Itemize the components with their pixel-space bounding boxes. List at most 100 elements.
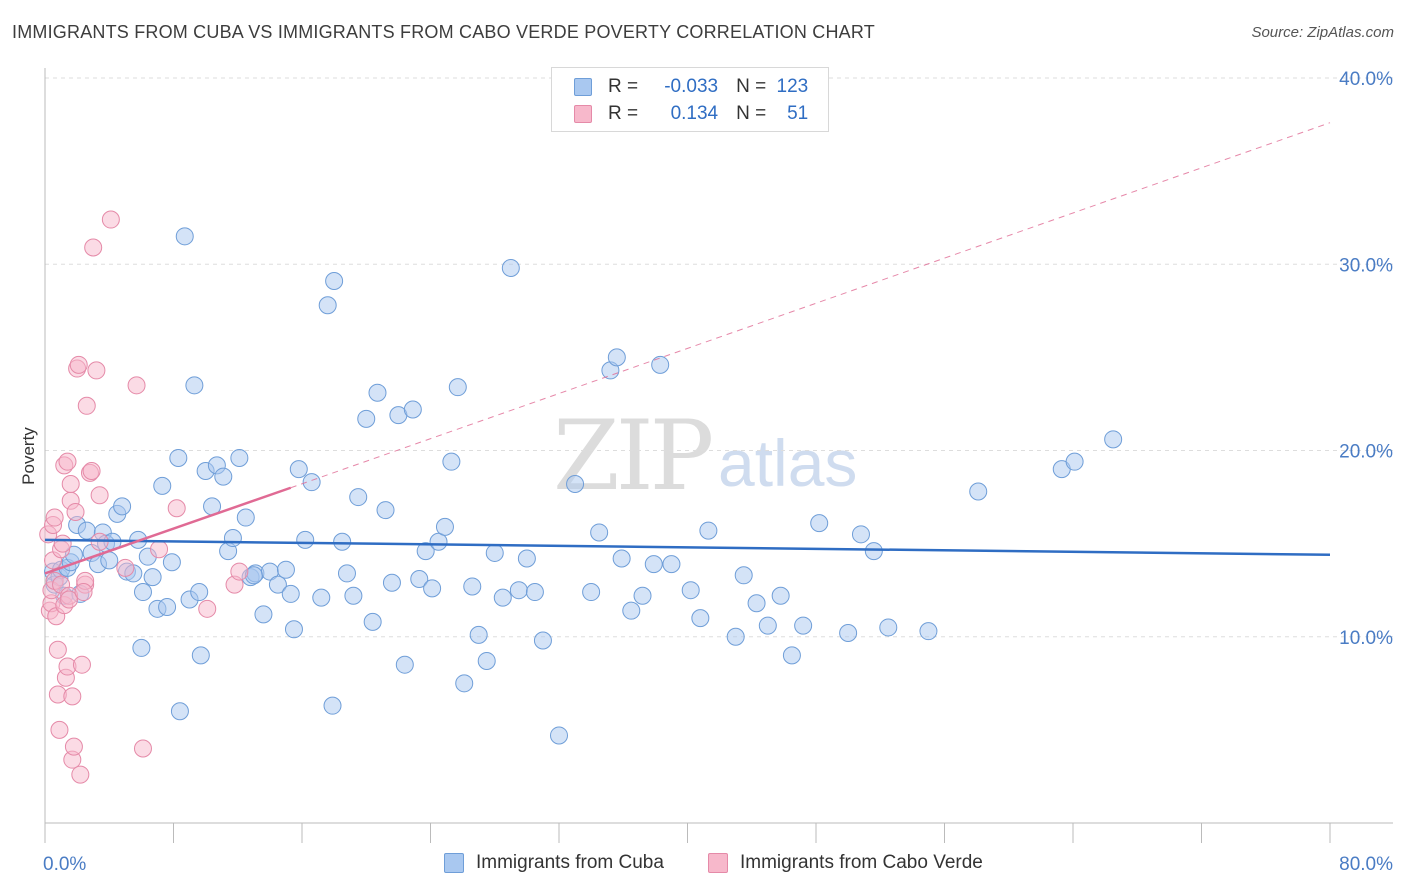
cuba-point [191, 646, 210, 665]
cuba-point [344, 586, 363, 605]
cabo-verde-point [127, 376, 146, 395]
cuba-point [839, 624, 858, 643]
cuba-point [442, 452, 461, 471]
cuba-point [726, 627, 745, 646]
r-label: R = [608, 76, 639, 97]
cuba-point [214, 467, 233, 486]
cuba-point [525, 583, 544, 602]
cuba-point [582, 583, 601, 602]
cabo-verde-legend-label: Immigrants from Cabo Verde [740, 852, 983, 873]
n-label: N = [736, 76, 767, 97]
y-axis-title: Poverty [19, 427, 38, 485]
cuba-point [349, 488, 368, 507]
cuba-point [296, 530, 315, 549]
cuba-points [44, 227, 1123, 745]
cuba-point [794, 616, 813, 635]
trend-lines [44, 122, 1331, 575]
cabo-verde-point [90, 486, 109, 505]
cabo-verde-point [60, 590, 79, 609]
n-value: 51 [787, 103, 809, 124]
cuba-point [758, 616, 777, 635]
cuba-point [403, 400, 422, 419]
cabo-verde-point [167, 499, 186, 518]
y-tick-label: 10.0% [1339, 628, 1393, 649]
n-value: 123 [776, 76, 809, 97]
cuba-point [416, 542, 435, 561]
watermark-atlas: atlas [718, 426, 858, 500]
cuba-point [879, 618, 898, 637]
axes [44, 68, 1393, 843]
cuba-point [469, 625, 488, 644]
cuba-point [133, 583, 152, 602]
cuba-point [132, 638, 151, 657]
axis-labels: 10.0% 20.0% 30.0% 40.0% 0.0% 80.0% Poverty [19, 69, 1393, 875]
correlation-legend: R = -0.033 N = 123 R = 0.134 N = 51 [551, 67, 829, 132]
cuba-point [254, 605, 273, 624]
cuba-point [509, 581, 528, 600]
cabo-verde-point [230, 562, 249, 581]
cabo-verde-point [87, 361, 106, 380]
cuba-point [448, 378, 467, 397]
cuba-legend-swatch [444, 853, 464, 873]
x-tick-label: 0.0% [43, 854, 86, 875]
cuba-point [284, 620, 303, 639]
cabo-verde-trend-line [44, 486, 292, 575]
cabo-verde-point [72, 655, 91, 674]
cuba-point [651, 355, 670, 374]
cabo-verde-point [84, 238, 103, 257]
cuba-point [185, 376, 204, 395]
cuba-point [969, 482, 988, 501]
cuba-point [236, 508, 255, 527]
cabo-verde-legend-swatch [708, 853, 728, 873]
cabo-verde-point [69, 355, 88, 374]
cuba-point [782, 646, 801, 665]
cuba-legend-label: Immigrants from Cuba [476, 852, 664, 873]
cabo-verde-point [77, 396, 96, 415]
legend-item-cabo-verde: Immigrants from Cabo Verde [708, 852, 983, 874]
cuba-point [633, 586, 652, 605]
cuba-point [455, 674, 474, 693]
cuba-point [281, 584, 300, 603]
cuba-point [312, 588, 331, 607]
cabo-verde-points [39, 210, 249, 784]
cuba-point [395, 655, 414, 674]
cuba-point [612, 549, 631, 568]
legend-row-cabo-verde: R = 0.134 N = 51 [574, 101, 808, 127]
cabo-verde-point [133, 739, 152, 758]
cuba-point [533, 631, 552, 650]
cabo-verde-point [58, 452, 77, 471]
cabo-verde-point [66, 502, 85, 521]
chart-title: IMMIGRANTS FROM CUBA VS IMMIGRANTS FROM … [12, 22, 875, 42]
cuba-point [691, 609, 710, 628]
cuba-point [302, 473, 321, 492]
cuba-point [607, 348, 626, 367]
cuba-trend-line [44, 538, 1331, 557]
cabo-verde-point [53, 534, 72, 553]
source-credit: Source: ZipAtlas.com [1251, 24, 1394, 41]
y-tick-label: 30.0% [1339, 255, 1393, 276]
cuba-point [190, 583, 209, 602]
cuba-swatch [574, 78, 592, 96]
cuba-point [158, 597, 177, 616]
cuba-point [289, 460, 308, 479]
cuba-point [566, 475, 585, 494]
cuba-point [493, 588, 512, 607]
cabo-verde-point [61, 475, 80, 494]
cabo-verde-swatch [574, 105, 592, 123]
cuba-point [376, 501, 395, 520]
cuba-point [169, 448, 188, 467]
cabo-verde-point [101, 210, 120, 229]
cuba-point [590, 523, 609, 542]
cabo-verde-point [45, 508, 64, 527]
x-tick-label: 80.0% [1339, 854, 1393, 875]
cuba-point [153, 476, 172, 495]
cuba-point [333, 532, 352, 551]
r-label: R = [608, 103, 639, 124]
cuba-point [771, 586, 790, 605]
cabo-verde-trend-extension [290, 122, 1331, 489]
cuba-point [100, 551, 119, 570]
y-tick-label: 40.0% [1339, 69, 1393, 90]
cuba-point [1065, 452, 1084, 471]
cuba-point [363, 612, 382, 631]
